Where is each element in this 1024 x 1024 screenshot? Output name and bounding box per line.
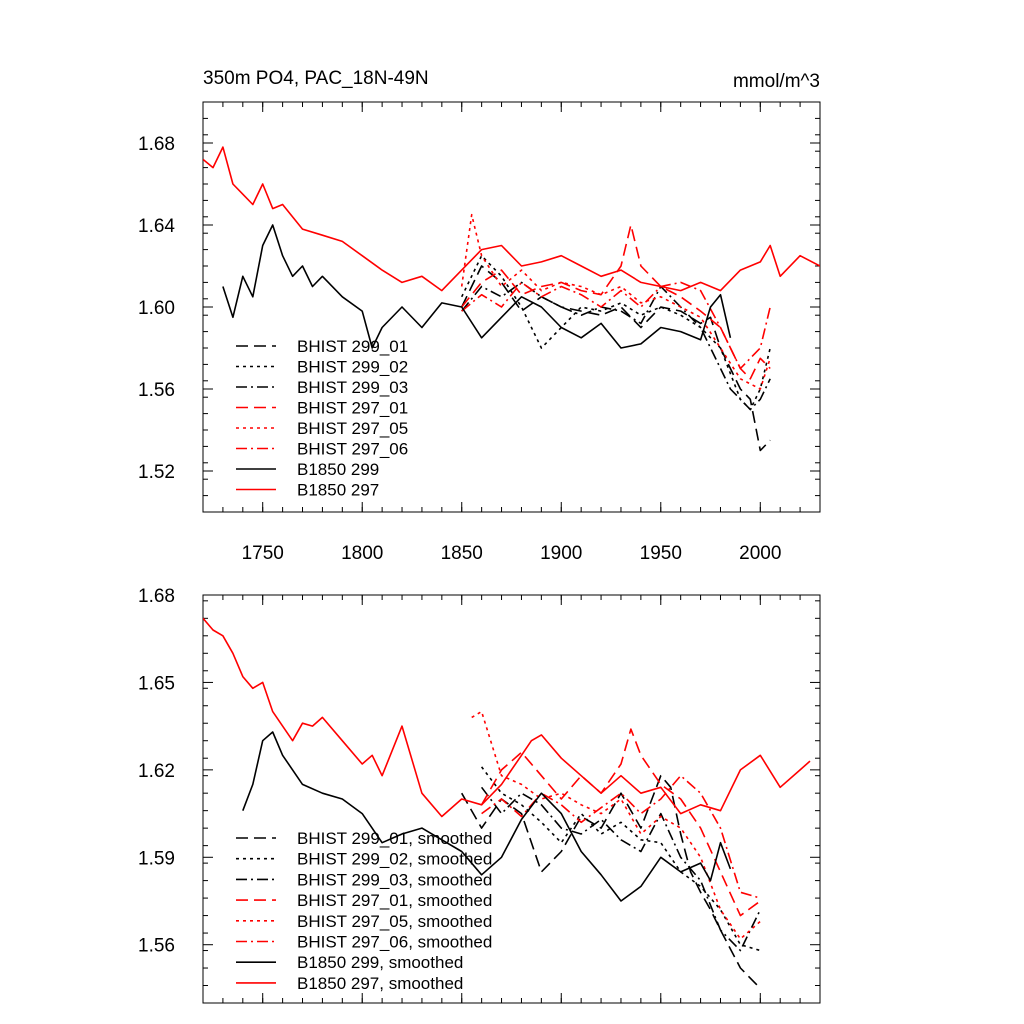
x-tick-label: 1950 [640, 543, 682, 564]
series-line [480, 728, 761, 917]
series-line [481, 774, 761, 899]
series-line [460, 254, 771, 411]
x-tick-label: 1900 [540, 543, 582, 564]
y-tick-label: 1.56 [138, 380, 175, 401]
bottom-panel: 1.56 1.59 1.62 1.65 1.68 BHIST 299_01, smooth… [138, 586, 821, 1004]
y-tick-label: 1.60 [138, 298, 175, 319]
y-tick-label: 1.59 [138, 848, 175, 869]
x-tick-label: 2000 [739, 543, 781, 564]
series-group [203, 146, 820, 452]
x-tick-label: 1750 [242, 543, 284, 564]
legend-entry: BHIST 297_05, smoothed [297, 912, 492, 931]
series-line [460, 265, 771, 452]
legend-entry: BHIST 297_06, smoothed [297, 933, 492, 952]
legend-entry: B1850 297, smoothed [297, 974, 463, 993]
legend-entry: BHIST 299_01 [297, 337, 408, 356]
series-line [203, 146, 820, 292]
legend-entry: BHIST 299_03 [297, 378, 408, 397]
series-line [480, 786, 762, 952]
series-group [203, 617, 811, 989]
series-line [461, 281, 771, 370]
x-tick-label: 1800 [341, 543, 383, 564]
series-line [461, 774, 761, 989]
units-label: mmol/m^3 [733, 71, 820, 92]
top-panel: 350m PO4, PAC_18N-49N mmol/m^3 1.52 1.56 1… [138, 68, 821, 564]
x-tick-label: 1850 [441, 543, 483, 564]
series-line [222, 224, 732, 349]
legend-entry: B1850 299 [297, 460, 379, 479]
legend-entry: BHIST 299_03, smoothed [297, 870, 492, 889]
legend-entry: BHIST 299_02, smoothed [297, 850, 492, 869]
series-line [460, 213, 771, 390]
legend-entry: BHIST 299_02 [297, 358, 408, 377]
series-line [203, 617, 811, 818]
panel-title: 350m PO4, PAC_18N-49N [203, 68, 429, 89]
legend-entry: BHIST 297_06 [297, 440, 408, 459]
legend-entry: BHIST 297_05 [297, 419, 408, 438]
legend-entry: BHIST 297_01, smoothed [297, 891, 492, 910]
series-line [242, 731, 732, 902]
y-tick-label: 1.64 [138, 216, 175, 237]
legend-entry: B1850 297 [297, 481, 379, 500]
y-tick-label: 1.68 [138, 586, 175, 607]
legend-entry: BHIST 299_01, smoothed [297, 829, 492, 848]
y-tick-label: 1.62 [138, 761, 175, 782]
y-tick-label: 1.68 [138, 134, 175, 155]
series-line [461, 281, 771, 411]
legend-entry: BHIST 297_01 [297, 399, 408, 418]
legend-entry: B1850 299, smoothed [297, 953, 463, 972]
y-tick-label: 1.52 [138, 462, 175, 483]
plot-frame [202, 594, 821, 1004]
y-tick-label: 1.65 [138, 673, 175, 694]
y-tick-label: 1.56 [138, 936, 175, 957]
